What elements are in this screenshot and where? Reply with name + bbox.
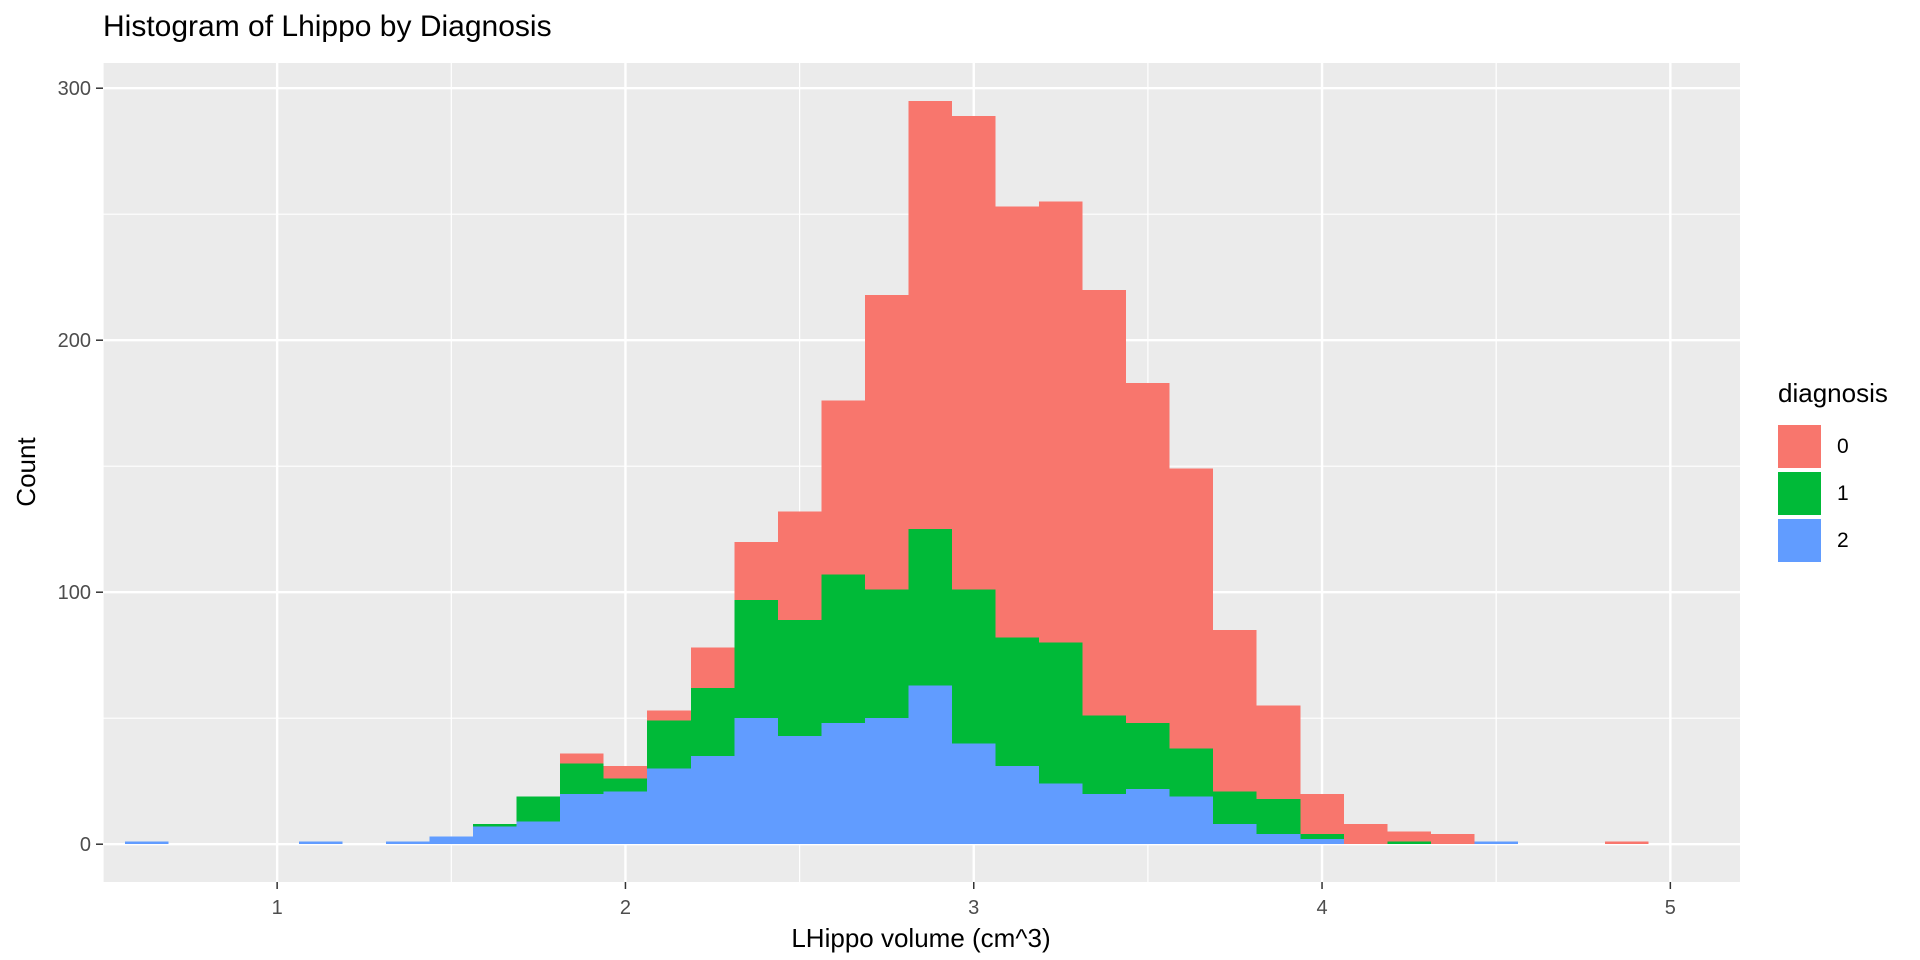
bar-diag1-bin-9 — [516, 796, 561, 822]
bar-diag2-bin-9 — [516, 821, 561, 845]
x-tick-label-1: 2 — [620, 897, 631, 919]
bar-diag0-bin-13 — [690, 647, 735, 688]
bar-diag0-bin-19 — [951, 115, 996, 590]
legend-label-1: 1 — [1837, 481, 1849, 505]
bar-diag0-bin-15 — [777, 511, 822, 620]
bar-diag0-bin-29 — [1387, 831, 1431, 842]
x-tick-label-0: 1 — [272, 897, 283, 919]
y-tick-label-0: 0 — [80, 834, 91, 856]
bar-diag1-bin-24 — [1169, 748, 1214, 797]
y-tick-label-1: 100 — [58, 582, 91, 604]
bar-diag1-bin-29 — [1387, 841, 1431, 845]
bar-diag1-bin-21 — [1039, 642, 1083, 784]
bar-diag0-bin-30 — [1430, 834, 1475, 845]
bar-diag2-bin-23 — [1126, 788, 1170, 845]
bar-diag2-bin-19 — [951, 743, 996, 845]
bar-diag2-bin-4 — [298, 841, 343, 845]
bar-diag1-bin-11 — [603, 778, 648, 792]
bar-diag2-bin-21 — [1039, 783, 1083, 845]
bar-diag1-bin-19 — [951, 589, 996, 744]
bar-diag1-bin-25 — [1213, 791, 1257, 825]
bar-diag1-bin-20 — [995, 637, 1040, 767]
bar-diag0-bin-34 — [1605, 841, 1649, 845]
bar-diag0-bin-18 — [908, 100, 952, 530]
bar-diag1-bin-23 — [1126, 723, 1170, 789]
chart-title: Histogram of Lhippo by Diagnosis — [103, 10, 552, 43]
bar-diag1-bin-27 — [1300, 834, 1344, 840]
bar-diag2-bin-12 — [647, 768, 691, 845]
legend: diagnosis 0 1 2 — [1778, 378, 1888, 564]
bar-diag1-bin-14 — [734, 599, 778, 719]
bar-diag2-bin-18 — [908, 685, 952, 845]
bar-diag2-bin-17 — [864, 718, 909, 845]
x-axis-title: LHippo volume (cm^3) — [791, 923, 1050, 953]
legend-item-0: 0 — [1778, 423, 1888, 470]
bars — [124, 100, 1649, 845]
bar-diag0-bin-25 — [1213, 630, 1257, 792]
bar-diag2-bin-31 — [1474, 841, 1518, 845]
legend-swatch-2 — [1778, 519, 1821, 562]
bar-diag0-bin-23 — [1126, 383, 1170, 724]
bar-diag0-bin-17 — [864, 294, 909, 590]
legend-label-2: 2 — [1837, 528, 1849, 552]
y-axis-title: Count — [11, 437, 41, 507]
legend-label-0: 0 — [1837, 434, 1849, 458]
bar-diag0-bin-11 — [603, 766, 648, 779]
bar-diag1-bin-15 — [777, 619, 822, 736]
y-tick-label-2: 200 — [58, 330, 91, 352]
bar-diag0-bin-21 — [1039, 201, 1083, 643]
bar-diag1-bin-12 — [647, 720, 691, 769]
bar-diag0-bin-24 — [1169, 468, 1214, 749]
bar-diag1-bin-16 — [821, 574, 865, 724]
bar-diag1-bin-18 — [908, 529, 952, 686]
bar-diag2-bin-10 — [560, 793, 604, 845]
bar-diag2-bin-13 — [690, 756, 735, 845]
bar-diag1-bin-13 — [690, 687, 735, 756]
bar-diag0-bin-28 — [1343, 824, 1388, 845]
bar-diag2-bin-6 — [385, 841, 430, 845]
bar-diag2-bin-14 — [734, 718, 778, 845]
bar-diag0-bin-10 — [560, 753, 604, 764]
legend-swatch-0 — [1778, 425, 1821, 468]
bar-diag2-bin-11 — [603, 791, 648, 845]
bar-diag1-bin-17 — [864, 589, 909, 719]
bar-diag1-bin-10 — [560, 763, 604, 794]
bar-diag1-bin-8 — [473, 824, 517, 827]
bar-diag0-bin-22 — [1082, 289, 1127, 716]
x-tick-label-4: 5 — [1665, 897, 1676, 919]
bar-diag2-bin-20 — [995, 766, 1040, 845]
x-tick-label-2: 3 — [968, 897, 979, 919]
bar-diag1-bin-26 — [1256, 798, 1301, 835]
bar-diag2-bin-8 — [473, 826, 517, 845]
legend-item-1: 1 — [1778, 470, 1888, 517]
bar-diag2-bin-25 — [1213, 824, 1257, 845]
bar-diag0-bin-14 — [734, 541, 778, 600]
bar-diag0-bin-12 — [647, 710, 691, 721]
x-tick-label-3: 4 — [1316, 897, 1327, 919]
bar-diag2-bin-0 — [124, 841, 169, 845]
bar-diag0-bin-16 — [821, 400, 865, 575]
bar-diag2-bin-16 — [821, 723, 865, 845]
tick-labels: 1 2 3 4 5 0 100 200 300 — [58, 78, 1676, 919]
y-tick-label-3: 300 — [58, 78, 91, 100]
axis-ticks — [96, 87, 1672, 889]
bar-diag2-bin-24 — [1169, 796, 1214, 845]
bar-diag2-bin-27 — [1300, 839, 1344, 845]
bar-diag0-bin-26 — [1256, 705, 1301, 799]
bar-diag1-bin-22 — [1082, 715, 1127, 794]
legend-title: diagnosis — [1778, 378, 1888, 408]
bar-diag2-bin-15 — [777, 735, 822, 845]
legend-swatch-1 — [1778, 472, 1821, 515]
bar-diag2-bin-7 — [429, 836, 474, 845]
bar-diag2-bin-22 — [1082, 793, 1127, 845]
legend-item-2: 2 — [1778, 517, 1888, 564]
bar-diag2-bin-26 — [1256, 834, 1301, 845]
bar-diag0-bin-27 — [1300, 793, 1344, 835]
bar-diag0-bin-20 — [995, 206, 1040, 638]
